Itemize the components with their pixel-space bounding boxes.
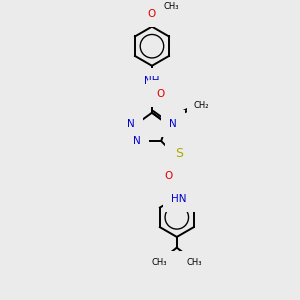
Text: O: O: [148, 9, 156, 19]
Text: CH₂: CH₂: [193, 101, 209, 110]
Text: NH: NH: [144, 76, 160, 86]
Text: O: O: [165, 171, 173, 181]
Text: CH₃: CH₃: [187, 258, 202, 267]
Text: N: N: [169, 118, 177, 128]
Text: N: N: [133, 136, 141, 146]
Text: CH₃: CH₃: [152, 258, 167, 267]
Text: S: S: [175, 147, 183, 160]
Text: O: O: [157, 89, 165, 99]
Text: N: N: [127, 118, 135, 128]
Text: HN: HN: [171, 194, 187, 204]
Text: CH₃: CH₃: [164, 2, 179, 10]
